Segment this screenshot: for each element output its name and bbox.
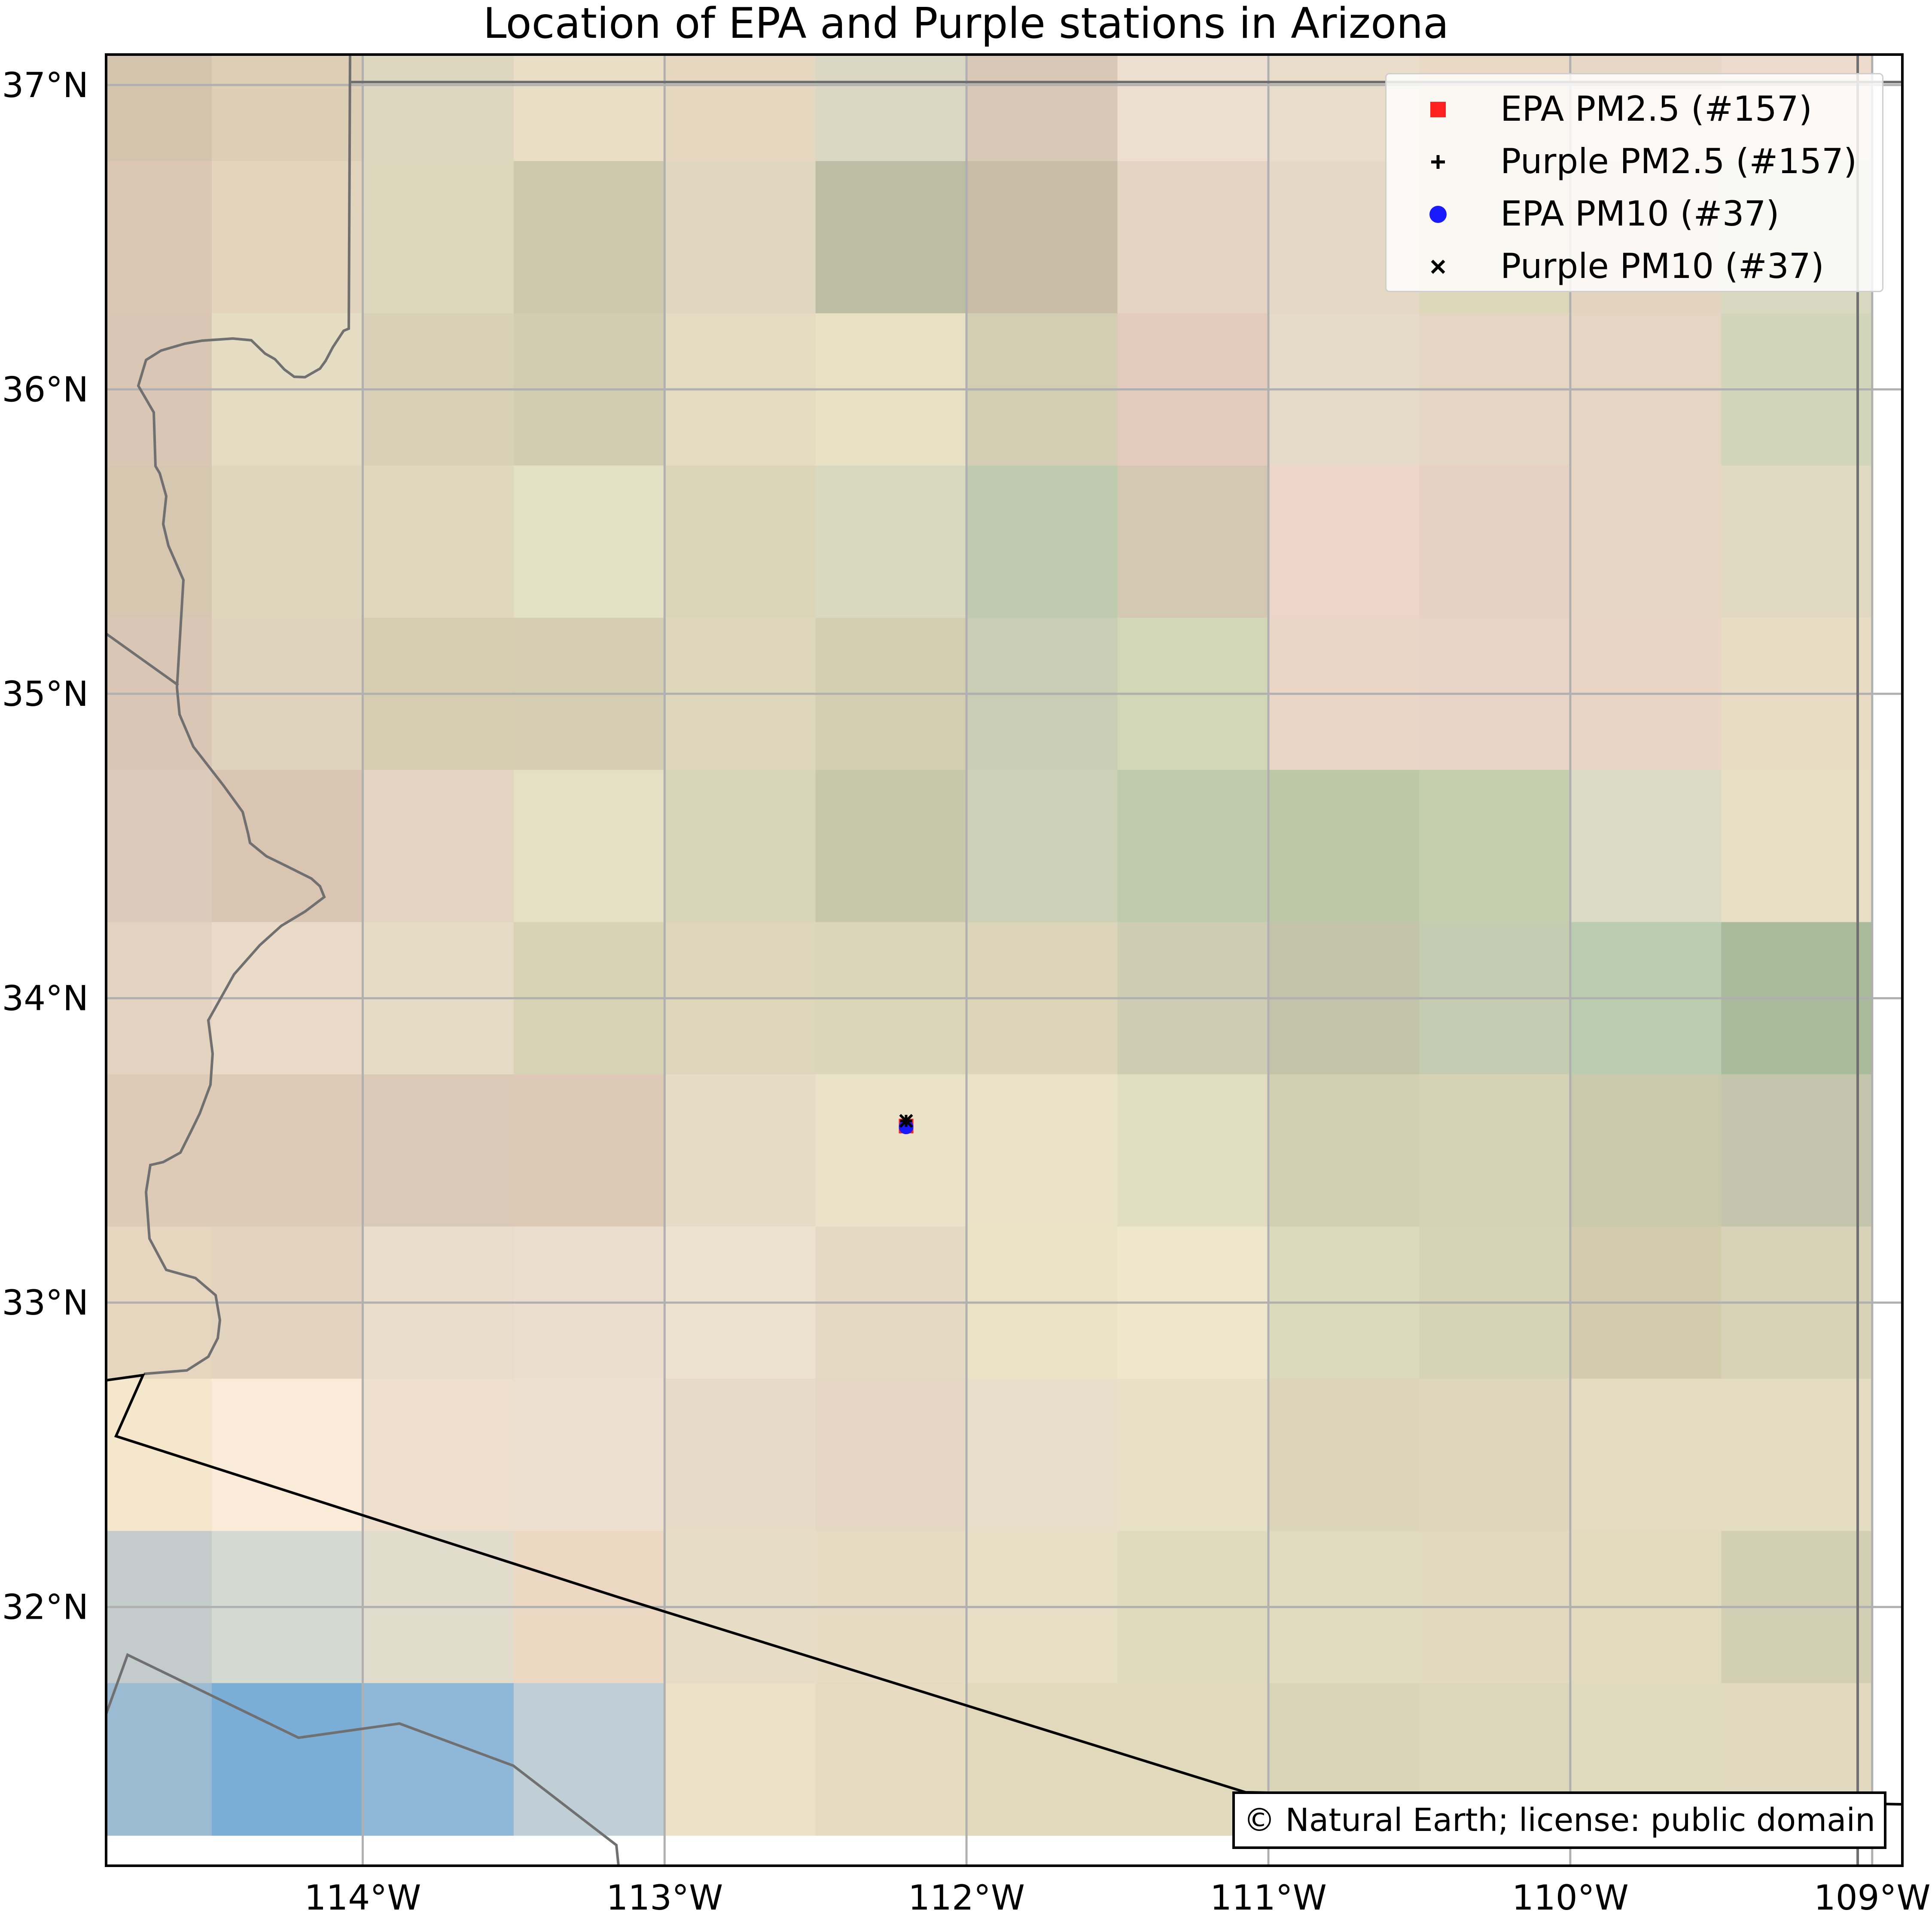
longitude-tick-label: 109°W (1814, 1878, 1931, 1913)
latitude-labels: 37°N 36°N 35°N 34°N 33°N 32°N (2, 65, 88, 1627)
terrain-cell (1118, 770, 1269, 922)
terrain-cell (1570, 466, 1722, 618)
terrain-cell (363, 770, 514, 922)
terrain-cell (1419, 466, 1570, 618)
terrain-cell (514, 1379, 665, 1531)
legend-entry-epa-pm10: EPA PM10 (#37) (1387, 188, 1882, 240)
longitude-tick-label: 113°W (606, 1878, 723, 1913)
terrain-cell (363, 466, 514, 618)
legend-label: Purple PM10 (#37) (1500, 240, 1824, 293)
terrain-cell (514, 466, 665, 618)
terrain-cell (1721, 1379, 1872, 1531)
terrain-cell (1721, 466, 1872, 618)
terrain-cell (1721, 770, 1872, 922)
terrain-cell (816, 161, 967, 314)
longitude-tick-label: 110°W (1512, 1878, 1629, 1913)
latitude-tick-label: 33°N (2, 1283, 88, 1323)
cross-icon (1425, 254, 1451, 280)
latitude-tick-label: 36°N (2, 369, 88, 409)
attribution-box: © Natural Earth; license: public domain (1232, 1791, 1886, 1849)
legend-label: EPA PM10 (#37) (1500, 188, 1780, 240)
terrain-cell (966, 161, 1118, 314)
terrain-cell (664, 1683, 816, 1836)
terrain-cell (61, 1074, 212, 1227)
terrain-cell (1419, 1379, 1570, 1531)
legend-label: Purple PM2.5 (#157) (1500, 135, 1857, 188)
legend-entry-purple-pm25: Purple PM2.5 (#157) (1387, 135, 1882, 188)
terrain-cell (363, 1074, 514, 1227)
terrain-cell (1419, 770, 1570, 922)
terrain-cell (61, 466, 212, 618)
terrain-cell (212, 161, 363, 314)
blue-circle-icon (1425, 201, 1451, 227)
terrain-cell (61, 1379, 212, 1531)
terrain-cell (664, 1074, 816, 1227)
terrain-cell (966, 1074, 1118, 1227)
red-square-icon (1425, 97, 1451, 122)
terrain-cell (1268, 466, 1420, 618)
terrain-cell (212, 1074, 363, 1227)
terrain-cell (966, 1683, 1118, 1836)
terrain-cell (1721, 1074, 1872, 1227)
terrain-cell (1419, 1074, 1570, 1227)
terrain-cell (664, 770, 816, 922)
terrain-cell (1570, 770, 1722, 922)
terrain-cell (363, 1683, 514, 1836)
terrain-cell (212, 466, 363, 618)
terrain-cell (816, 466, 967, 618)
legend: EPA PM2.5 (#157) Purple PM2.5 (#157) EPA… (1385, 73, 1883, 292)
terrain-cell (61, 161, 212, 314)
longitude-tick-label: 112°W (908, 1878, 1025, 1913)
latitude-tick-label: 32°N (2, 1587, 88, 1627)
terrain-cell (514, 1683, 665, 1836)
terrain-cell (664, 466, 816, 618)
plus-icon (1425, 149, 1451, 175)
terrain-cell (664, 161, 816, 314)
terrain-cell (514, 161, 665, 314)
latitude-tick-label: 37°N (2, 65, 88, 105)
legend-entry-epa-pm25: EPA PM2.5 (#157) (1387, 83, 1882, 135)
terrain-cell (966, 466, 1118, 618)
terrain-cell (1118, 466, 1269, 618)
terrain-cell (1570, 1379, 1722, 1531)
terrain-cell (61, 770, 212, 922)
terrain-cell (61, 1683, 212, 1836)
latitude-tick-label: 35°N (2, 674, 88, 714)
terrain-cell (514, 1074, 665, 1227)
legend-label: EPA PM2.5 (#157) (1500, 83, 1812, 135)
terrain-cell (212, 770, 363, 922)
legend-entry-purple-pm10: Purple PM10 (#37) (1387, 240, 1882, 293)
longitude-labels: 114°W 113°W 112°W 111°W 110°W 109°W (305, 1878, 1931, 1913)
latitude-tick-label: 34°N (2, 979, 88, 1019)
terrain-cell (1118, 1074, 1269, 1227)
terrain-cell (816, 1074, 967, 1227)
terrain-cell (1118, 161, 1269, 314)
terrain-cell (1570, 1074, 1722, 1227)
terrain-cell (363, 1379, 514, 1531)
terrain-cell (1268, 770, 1420, 922)
terrain-cell (966, 770, 1118, 922)
terrain-cell (514, 770, 665, 922)
terrain-cell (1268, 1074, 1420, 1227)
terrain-cell (1268, 1379, 1420, 1531)
terrain-cell (1118, 1379, 1269, 1531)
terrain-cell (816, 1379, 967, 1531)
terrain-cell (664, 1379, 816, 1531)
terrain-cell (816, 770, 967, 922)
terrain-cell (816, 1683, 967, 1836)
longitude-tick-label: 114°W (305, 1878, 421, 1913)
longitude-tick-label: 111°W (1210, 1878, 1327, 1913)
terrain-cell (363, 161, 514, 314)
terrain-cell (966, 1379, 1118, 1531)
